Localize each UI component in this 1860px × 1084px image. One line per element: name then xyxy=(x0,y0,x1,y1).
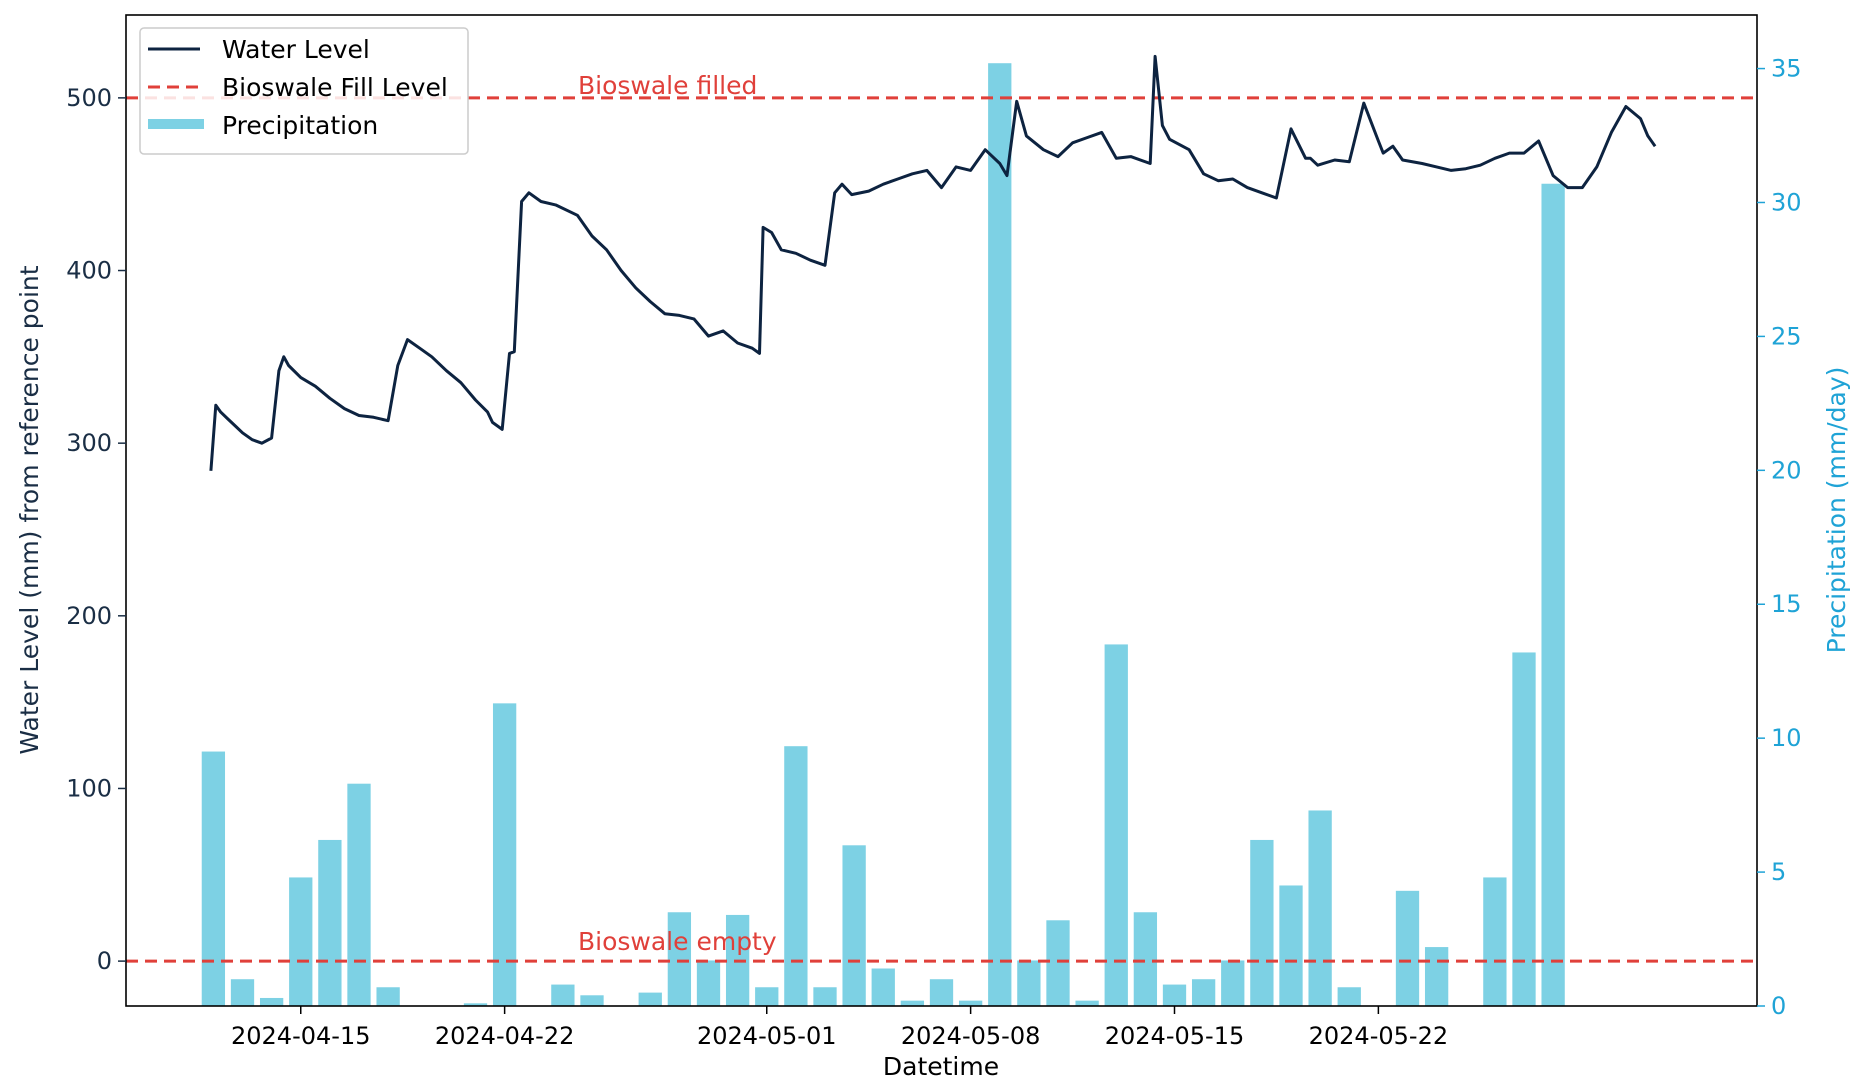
precip-bar xyxy=(696,960,721,1006)
precip-bar xyxy=(929,979,954,1006)
legend-precipitation-label: Precipitation xyxy=(222,111,378,140)
legend-precipitation-swatch xyxy=(148,119,204,129)
legend: Water Level Bioswale Fill Level Precipit… xyxy=(139,27,469,155)
legend-box xyxy=(139,27,469,155)
x-tick-label: 2024-04-15 xyxy=(231,1022,370,1050)
y-left-tick-label: 100 xyxy=(66,774,112,802)
y-right-tick-label: 10 xyxy=(1771,724,1802,752)
precip-bar xyxy=(1308,810,1332,1006)
tick-labels: 0 100 200 300 400 500 0 5 10 15 20 25 30 35 2024-04-15… xyxy=(66,55,1801,1050)
precip-bar xyxy=(988,63,1012,1006)
precipitation-bars xyxy=(201,63,1565,1006)
x-tick-label: 2024-05-08 xyxy=(901,1022,1040,1050)
x-tick-label: 2024-05-01 xyxy=(697,1022,836,1050)
precip-bar xyxy=(1424,947,1449,1006)
water-level-line xyxy=(209,54,1657,471)
precip-bar xyxy=(1337,987,1361,1006)
axis-titles: Datetime Water Level (mm) from reference… xyxy=(15,265,1851,1081)
x-axis-title: Datetime xyxy=(883,1052,999,1081)
reference-labels: Bioswale filled Bioswale empty xyxy=(578,71,777,956)
axes xyxy=(118,14,1765,1014)
precip-bar xyxy=(958,1000,983,1006)
y-right-tick-label: 5 xyxy=(1771,858,1786,886)
precip-bar xyxy=(1395,890,1420,1006)
precip-bar xyxy=(1250,839,1274,1006)
precip-bar xyxy=(230,979,255,1006)
x-tick-label: 2024-05-15 xyxy=(1105,1022,1244,1050)
precip-bar xyxy=(1221,960,1245,1006)
y-right-tick-label: 25 xyxy=(1771,322,1802,350)
y-left-tick-label: 500 xyxy=(66,84,112,112)
precip-bar xyxy=(551,984,575,1006)
legend-water-level-label: Water Level xyxy=(222,35,370,64)
precip-bar xyxy=(201,751,226,1006)
precip-bar xyxy=(463,1003,488,1006)
precip-bar xyxy=(1541,183,1565,1006)
precip-bar xyxy=(1017,960,1041,1006)
precip-bar xyxy=(289,877,313,1006)
precip-bar xyxy=(580,995,604,1006)
y-right-tick-label: 30 xyxy=(1771,188,1802,216)
precip-bar xyxy=(1133,912,1158,1006)
y-right-tick-label: 15 xyxy=(1771,590,1802,618)
y-left-tick-label: 0 xyxy=(97,947,112,975)
water-level-line-group xyxy=(209,54,1657,471)
precip-bar xyxy=(492,703,517,1006)
y-right-tick-label: 0 xyxy=(1771,992,1786,1020)
precip-bar xyxy=(1075,1000,1099,1006)
precip-bar xyxy=(784,746,808,1006)
bioswale-empty-label: Bioswale empty xyxy=(578,927,777,956)
precip-bar xyxy=(1046,920,1070,1006)
precip-bar xyxy=(1512,652,1536,1006)
y-axis-right-title: Precipitation (mm/day) xyxy=(1822,367,1851,654)
precip-bar xyxy=(259,997,284,1006)
x-tick-label: 2024-05-22 xyxy=(1309,1022,1448,1050)
bioswale-filled-label: Bioswale filled xyxy=(578,71,757,100)
precip-bar xyxy=(813,987,837,1006)
precip-bar xyxy=(900,1000,925,1006)
y-left-tick-label: 300 xyxy=(66,429,112,457)
precip-bar xyxy=(376,987,400,1006)
precip-bar xyxy=(755,987,779,1006)
precip-bar xyxy=(871,968,895,1006)
y-right-tick-label: 35 xyxy=(1771,55,1802,83)
y-axis-left-title: Water Level (mm) from reference point xyxy=(15,265,44,754)
plot-frame xyxy=(125,14,1758,1007)
precip-bar xyxy=(1162,984,1187,1006)
x-tick-label: 2024-04-22 xyxy=(435,1022,574,1050)
precip-bar xyxy=(1483,877,1507,1006)
y-left-tick-label: 200 xyxy=(66,602,112,630)
legend-fill-level-label: Bioswale Fill Level xyxy=(222,73,448,102)
y-left-tick-label: 400 xyxy=(66,257,112,285)
precip-bar xyxy=(842,845,866,1006)
precip-bar xyxy=(1104,644,1128,1006)
precip-bar xyxy=(667,912,692,1006)
precip-bar xyxy=(1191,979,1216,1006)
precip-bar xyxy=(1279,885,1303,1006)
precip-bar xyxy=(318,839,342,1006)
precip-bar xyxy=(638,992,662,1006)
precip-bar xyxy=(347,783,371,1006)
y-right-tick-label: 20 xyxy=(1771,456,1802,484)
